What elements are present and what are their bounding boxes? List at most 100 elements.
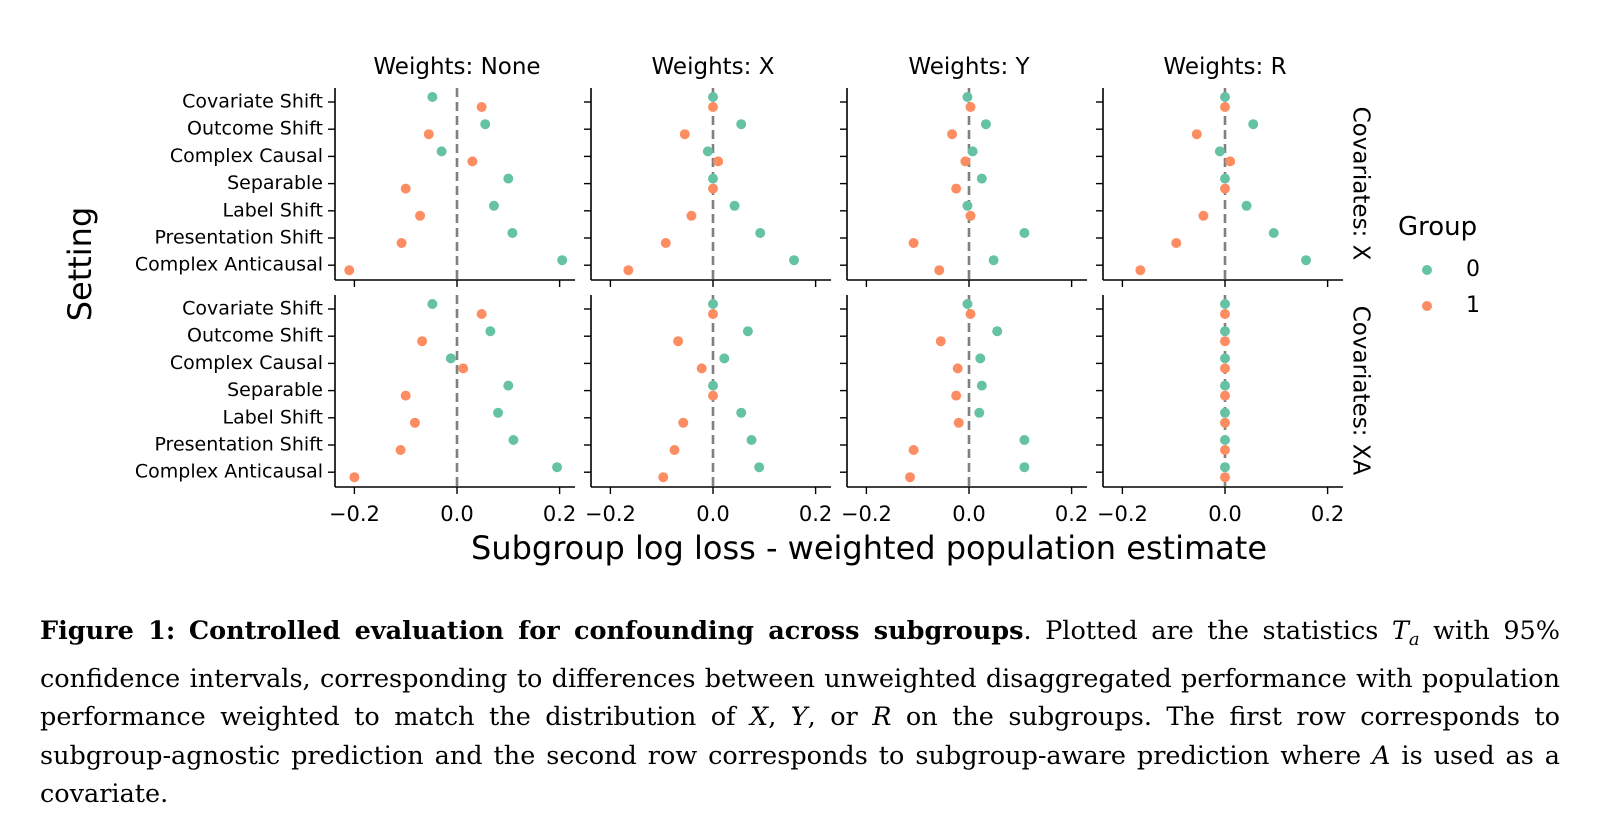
data-point-group-1 [934, 265, 945, 276]
data-point-group-1 [935, 336, 946, 347]
data-point-group-1 [905, 472, 915, 483]
data-point-group-0 [746, 435, 757, 445]
row-strip-title: Covariates: XA [1348, 306, 1374, 476]
category-label: Covariate Shift [182, 298, 323, 320]
data-point-group-1 [396, 238, 407, 248]
data-point-group-0 [1220, 407, 1230, 418]
data-point-group-1 [409, 417, 420, 428]
data-point-group-1 [908, 238, 919, 248]
x-tick-label: 0.0 [696, 502, 729, 526]
x-tick-label: 0.2 [543, 502, 576, 526]
caption-segment: . Plotted are the statistics [1023, 616, 1392, 646]
caption-segment: a [1408, 629, 1420, 651]
caption-segment: with 95% confidence intervals, correspon… [40, 616, 1560, 733]
x-tick-label: −0.2 [585, 502, 636, 526]
data-point-group-1 [415, 210, 426, 221]
data-point-group-0 [1220, 92, 1230, 102]
data-point-group-1 [423, 129, 434, 140]
caption-segment: A [1372, 740, 1391, 771]
data-point-group-0 [736, 407, 747, 418]
data-point-group-0 [967, 146, 978, 157]
category-label: Outcome Shift [187, 118, 323, 140]
data-point-group-0 [1214, 146, 1225, 157]
data-point-group-0 [1220, 326, 1230, 337]
data-point-group-0 [1220, 462, 1230, 473]
caption-bold-title: Controlled evaluation for confounding ac… [188, 616, 1024, 646]
data-point-group-0 [436, 146, 447, 157]
data-point-group-0 [754, 462, 765, 473]
data-point-group-1 [1220, 336, 1230, 347]
data-point-group-0 [1220, 380, 1230, 391]
faceted-dot-plot: Weights: None Weights: X Weights: Y Weights… [61, 54, 1480, 567]
column-title: Weights: R [1163, 54, 1286, 80]
column-title: Weights: Y [908, 54, 1030, 80]
data-point-group-0 [485, 326, 496, 337]
category-label: Separable [227, 172, 323, 194]
data-point-group-1 [400, 390, 411, 401]
data-point-group-1 [965, 102, 976, 112]
data-point-group-0 [974, 407, 985, 418]
data-point-group-1 [1225, 156, 1236, 167]
data-point-group-1 [1220, 390, 1230, 401]
caption-label: Figure 1: [40, 616, 176, 646]
data-point-group-0 [729, 200, 740, 211]
data-point-group-1 [1220, 472, 1230, 483]
data-point-group-0 [719, 353, 730, 364]
legend-marker [1422, 301, 1432, 311]
data-point-group-0 [789, 255, 800, 266]
data-point-group-1 [951, 390, 962, 401]
data-point-group-1 [908, 445, 919, 455]
data-point-group-1 [395, 445, 406, 455]
data-point-group-0 [1019, 228, 1030, 238]
legend-marker [1422, 265, 1432, 275]
data-point-group-1 [467, 156, 478, 167]
caption-segment: Y [790, 702, 808, 733]
data-point-group-1 [476, 309, 487, 319]
legend-title: Group [1398, 212, 1477, 242]
data-point-group-0 [1019, 435, 1030, 445]
data-point-group-0 [708, 380, 718, 391]
data-point-group-0 [1019, 462, 1030, 473]
data-point-group-1 [458, 363, 469, 374]
legend-label: 0 [1466, 257, 1480, 282]
data-point-group-0 [976, 380, 987, 391]
data-point-group-0 [480, 119, 491, 130]
category-label: Presentation Shift [154, 434, 323, 456]
data-point-group-0 [755, 228, 766, 238]
data-point-group-0 [962, 200, 973, 211]
column-title: Weights: None [373, 54, 540, 80]
data-point-group-1 [1220, 363, 1230, 374]
caption-segment: is used as a covariate. [40, 740, 1560, 810]
data-point-group-1 [660, 238, 671, 248]
category-label: Complex Causal [170, 145, 323, 167]
category-label: Outcome Shift [187, 325, 323, 347]
data-point-group-1 [708, 309, 718, 319]
x-tick-label: −0.2 [1097, 502, 1148, 526]
data-point-group-1 [1191, 129, 1202, 140]
data-point-group-0 [988, 255, 999, 266]
legend-label: 1 [1466, 293, 1480, 318]
data-point-group-0 [742, 326, 753, 337]
caption-segment: R [872, 702, 892, 733]
data-point-group-1 [965, 309, 976, 319]
column-title: Weights: X [652, 54, 775, 80]
data-point-group-1 [1220, 445, 1230, 455]
data-point-group-0 [708, 173, 718, 184]
data-point-group-0 [1268, 228, 1279, 238]
category-label: Complex Anticausal [135, 461, 323, 483]
data-point-group-0 [976, 173, 987, 184]
data-point-group-0 [493, 407, 504, 418]
data-point-group-0 [1220, 173, 1230, 184]
x-axis-title: Subgroup log loss - weighted population … [471, 529, 1267, 567]
x-tick-label: 0.0 [1208, 502, 1241, 526]
data-point-group-1 [476, 102, 487, 112]
row-strip-title: Covariates: X [1348, 107, 1374, 261]
data-point-group-0 [508, 435, 519, 445]
x-tick-label: −0.2 [329, 502, 380, 526]
data-point-group-0 [507, 228, 518, 238]
data-point-group-1 [708, 102, 718, 112]
x-tick-label: 0.0 [440, 502, 473, 526]
data-point-group-1 [947, 129, 958, 140]
data-point-group-1 [686, 210, 697, 221]
caption-segment: , [768, 702, 791, 733]
